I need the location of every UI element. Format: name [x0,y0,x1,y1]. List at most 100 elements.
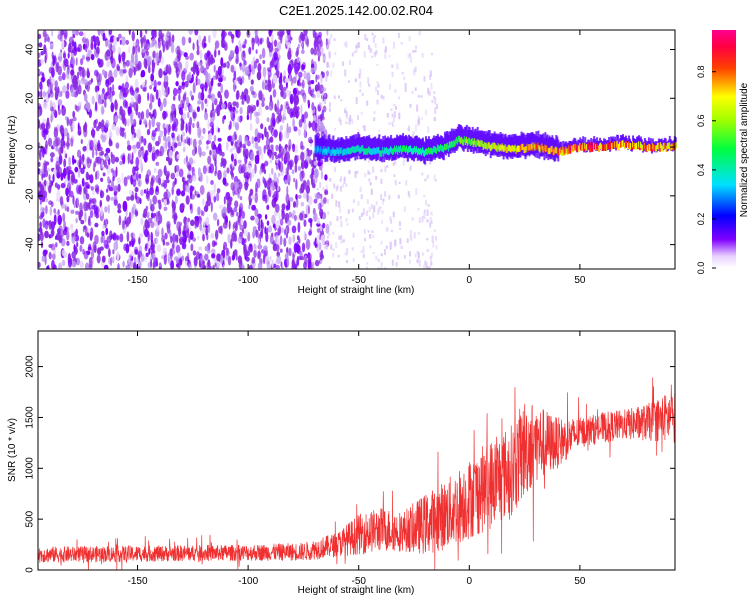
spectrogram-cell [266,260,271,269]
spectrogram-cell [324,98,327,104]
spectrogram-cell [217,169,222,181]
spectrogram-cell [217,82,222,87]
spectrogram-cell [360,250,363,253]
spectrogram-cell [103,239,109,249]
spectrogram-cell [83,93,88,102]
spectrogram-cell [362,253,365,258]
spectrogram-cell [275,155,279,160]
spectrogram-cell [74,234,80,242]
spectrogram-cell [75,217,78,224]
spectrogram-cell [257,262,263,269]
spectrogram-cell [193,63,198,73]
spectrogram-cell [65,187,69,197]
spectrogram-cell [243,243,247,253]
spectrogram-cell [190,137,193,145]
spectrogram-cell [239,62,242,67]
spectrogram-cell [39,221,42,229]
spectrogram-cell [153,57,157,63]
spectrogram-cell [57,99,63,106]
spectrogram-cell [82,54,85,60]
spectrogram-cell [81,36,87,44]
spectrogram-cell [55,197,61,203]
spectrogram-cell [325,223,330,234]
spectrogram-cell [329,178,332,182]
spectrogram-cell [278,83,283,91]
colorbar-tick-label: 0.6 [696,115,706,128]
spectrogram-cell [231,36,234,44]
spectrogram-cell [360,111,363,115]
spectrogram-cell [45,197,48,203]
spectrogram-cell [122,69,127,74]
spectrogram-cell [261,47,266,59]
spectrogram-cell [222,221,228,229]
spectrogram-cell [300,183,305,194]
spectrogram-cell [282,86,287,92]
spectrogram-cell [270,123,274,134]
spectrogram-cell [97,58,101,65]
spectrogram-cell [261,163,264,170]
spectrogram-cell [70,137,74,147]
spectrogram-cell [49,180,53,189]
spectrogram-cell [331,193,334,199]
spectrogram-cell [163,97,167,108]
spectrogram-cell [275,220,280,229]
spectrogram-cell [305,185,311,194]
spectrogram-cell [68,156,71,167]
spectrogram-cell [296,56,300,64]
spectrogram-cell [380,240,383,245]
spectrogram-cells [38,30,438,269]
spectrogram-cell [391,64,394,68]
spectrogram-cell [217,127,220,133]
spectrogram-cell [131,213,134,219]
spectrogram-cell [326,62,329,68]
spectrogram-cell [245,94,250,104]
spectrogram-cell [345,260,348,264]
spectrogram-cell [80,219,85,225]
spectrogram-cell [210,201,213,213]
spectrogram-cell [161,227,164,237]
spectrogram-cell [134,78,139,89]
spectrogram-cell [126,196,131,201]
spectrogram-cell [84,181,90,187]
spectrogram-cell [149,187,154,196]
spectrogram-cell [151,38,157,46]
spectrogram-cell [424,260,427,266]
spectrogram-cell [377,258,380,262]
spectrogram-cell [123,176,128,187]
spectrogram-cell [198,246,203,251]
spectrogram-cell [215,193,220,201]
spectrogram-cell [258,90,263,101]
spectrogram-cell [163,127,167,137]
spectrogram-cell [244,154,248,165]
spectrogram-cell [286,247,289,254]
spectrogram-cell [186,252,190,261]
spectrogram-cell [131,240,135,248]
spectrogram-cell [221,151,225,157]
spectrogram-cell [313,198,318,204]
spectrogram-cell [55,147,58,152]
spectrogram-cell [345,111,348,117]
spectrogram-cell [66,82,70,91]
spectrogram-cell [183,94,186,100]
spectrogram-cell [113,241,119,251]
spectrogram-cell [259,168,263,175]
spectrogram-cell [42,218,46,228]
spectrogram-cell [257,238,261,244]
spectrogram-cell [44,55,47,64]
spectrogram-cell [298,119,303,128]
spectrogram-cell [390,108,393,112]
spectrogram-cell [421,117,424,120]
spectrogram-cell [155,211,159,223]
spectrogram-cell [355,44,358,49]
spectrogram-cell [303,230,306,241]
spectrogram-cell [134,186,139,193]
spectrogram-cell [88,243,92,251]
spectrogram-cell [39,198,43,206]
spectrogram-cell [427,87,430,95]
spectrogram-cell [157,168,163,178]
spectrogram-cell [412,50,415,53]
spectrogram-cell [155,89,159,100]
spectrogram-cell [288,236,292,245]
spectrogram-cell [81,67,85,78]
